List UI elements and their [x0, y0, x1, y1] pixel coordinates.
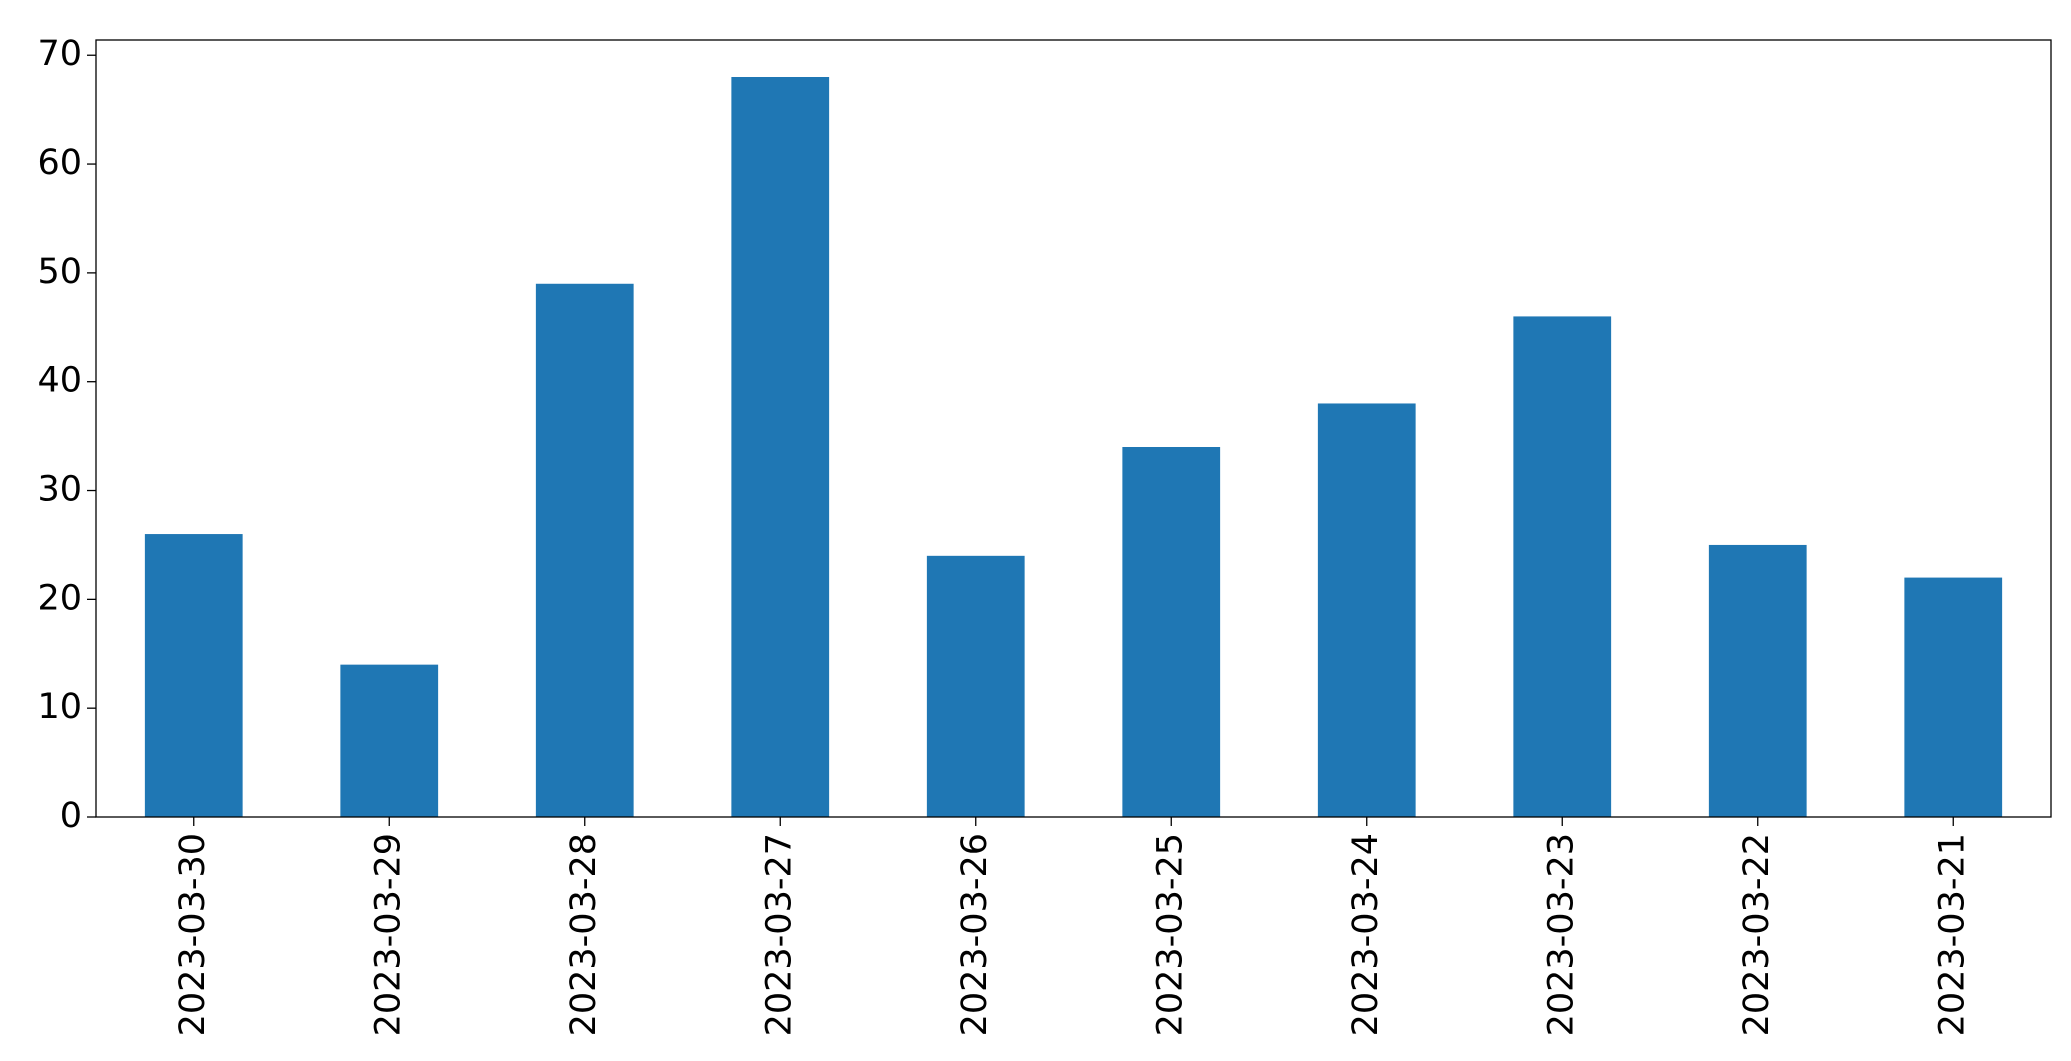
y-tick-label: 70: [37, 34, 82, 74]
x-tick-label: 2023-03-25: [1150, 833, 1190, 1036]
bar: [1708, 544, 1807, 817]
bar: [340, 664, 439, 817]
plot-frame: [95, 39, 2052, 818]
x-tick-label: 2023-03-29: [368, 833, 408, 1036]
y-tick-label: 30: [37, 470, 82, 510]
x-tick-label: 2023-03-23: [1541, 833, 1581, 1036]
bar: [144, 534, 243, 817]
y-tick-label: 20: [37, 578, 82, 618]
x-tick-label: 2023-03-27: [759, 833, 799, 1036]
bar: [1317, 403, 1416, 817]
y-tick-label: 40: [37, 361, 82, 401]
bar: [1122, 447, 1221, 817]
x-tick-label: 2023-03-26: [955, 833, 995, 1036]
x-tick-label: 2023-03-24: [1346, 833, 1386, 1036]
y-tick-label: 10: [37, 687, 82, 727]
y-tick-label: 0: [60, 796, 82, 836]
bar: [731, 77, 830, 817]
bar: [535, 283, 634, 817]
y-tick-label: 50: [37, 252, 82, 292]
y-tick-label: 60: [37, 143, 82, 183]
x-tick-label: 2023-03-30: [173, 833, 213, 1036]
bar: [1513, 316, 1612, 817]
bar: [926, 555, 1025, 817]
x-tick-label: 2023-03-28: [564, 833, 604, 1036]
x-tick-label: 2023-03-22: [1737, 833, 1777, 1036]
bar: [1904, 577, 2003, 817]
x-tick-label: 2023-03-21: [1932, 833, 1972, 1036]
